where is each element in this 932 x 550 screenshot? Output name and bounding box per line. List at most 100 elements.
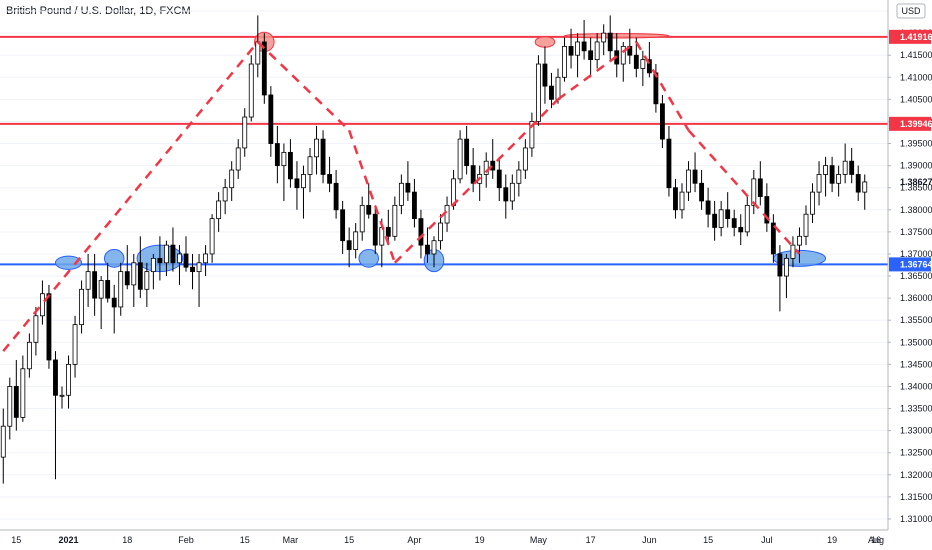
candle-body bbox=[620, 45, 626, 65]
candle-body bbox=[594, 41, 600, 61]
candle bbox=[46, 284, 52, 369]
candle-body bbox=[699, 182, 705, 202]
candle-body bbox=[764, 196, 770, 224]
trend-line bbox=[256, 41, 351, 132]
candle bbox=[301, 165, 306, 219]
candle-body bbox=[470, 165, 476, 184]
candle-body bbox=[46, 293, 52, 361]
candle-body bbox=[379, 227, 385, 246]
candle-body bbox=[209, 218, 215, 255]
price-tick-label: 1.34000 bbox=[900, 381, 932, 391]
candle bbox=[98, 276, 104, 330]
candle-body bbox=[738, 227, 744, 233]
candle bbox=[673, 178, 678, 219]
candle bbox=[242, 108, 248, 157]
candle bbox=[177, 245, 182, 285]
time-tick-label: 15 bbox=[240, 535, 250, 545]
currency-label: USD bbox=[901, 6, 921, 16]
candle-body bbox=[627, 45, 633, 56]
candle-body bbox=[744, 204, 750, 233]
candle bbox=[33, 306, 39, 356]
candle bbox=[92, 253, 98, 316]
candle bbox=[359, 196, 365, 241]
candle bbox=[13, 359, 19, 431]
level-price-tag bbox=[889, 29, 931, 44]
candle bbox=[79, 280, 85, 334]
candle-body bbox=[751, 178, 757, 206]
price-tick-label: 1.31000 bbox=[900, 514, 932, 524]
candle-body bbox=[588, 50, 594, 61]
candle bbox=[549, 72, 554, 109]
candle bbox=[59, 386, 65, 409]
price-tick-label: 1.38500 bbox=[900, 183, 932, 193]
candle-body bbox=[581, 41, 587, 52]
candle bbox=[444, 196, 450, 232]
level-price-tag bbox=[889, 257, 931, 272]
candle-body bbox=[444, 204, 450, 224]
candle-body bbox=[124, 271, 130, 286]
candle bbox=[725, 192, 731, 228]
price-tick-label: 1.33000 bbox=[900, 426, 932, 436]
candle bbox=[137, 236, 143, 299]
candle bbox=[157, 236, 163, 281]
candle-body bbox=[431, 240, 437, 255]
candle-body bbox=[372, 213, 378, 246]
candle-body bbox=[307, 156, 313, 175]
price-tick-label: 1.32500 bbox=[900, 448, 932, 458]
candle bbox=[816, 161, 822, 206]
trend-line bbox=[687, 129, 801, 255]
candle-body bbox=[770, 222, 776, 255]
candle bbox=[327, 156, 333, 193]
candle bbox=[203, 245, 209, 277]
price-tick-label: 1.41000 bbox=[900, 72, 932, 82]
candle-body bbox=[829, 165, 835, 184]
candle bbox=[0, 408, 6, 484]
candle-body bbox=[287, 151, 293, 180]
candle-body bbox=[268, 94, 274, 144]
candle-body bbox=[718, 209, 724, 228]
candle bbox=[777, 245, 783, 312]
candle bbox=[392, 196, 398, 241]
candle-body bbox=[72, 324, 78, 365]
candle bbox=[627, 28, 633, 65]
candle-body bbox=[686, 169, 691, 193]
candle bbox=[457, 130, 463, 184]
candle-body bbox=[170, 244, 176, 264]
time-tick-label: Jun bbox=[642, 535, 657, 545]
candle bbox=[53, 351, 58, 480]
candle bbox=[20, 355, 26, 422]
candle-body bbox=[392, 204, 398, 237]
candle-body bbox=[353, 231, 359, 250]
candle bbox=[411, 178, 417, 228]
candle-body bbox=[359, 204, 365, 233]
candle bbox=[581, 19, 587, 60]
candle-body bbox=[790, 244, 796, 259]
candle-body bbox=[261, 41, 267, 96]
time-tick-label: Feb bbox=[178, 535, 194, 545]
candle bbox=[418, 209, 424, 259]
candle-body bbox=[810, 191, 815, 215]
price-tick-label: 1.38000 bbox=[900, 205, 932, 215]
candle-body bbox=[516, 169, 522, 184]
candle-body bbox=[235, 147, 241, 171]
candle bbox=[274, 125, 280, 184]
candle-body bbox=[633, 54, 639, 69]
candle-body bbox=[659, 103, 665, 140]
candle-body bbox=[59, 394, 65, 397]
price-tick-label: 1.40500 bbox=[900, 94, 932, 104]
candle-body bbox=[301, 174, 306, 189]
candle bbox=[810, 183, 815, 224]
candle-body bbox=[294, 178, 300, 189]
candle-body bbox=[803, 213, 809, 237]
candle bbox=[398, 174, 404, 215]
candle bbox=[431, 236, 437, 268]
candle-body bbox=[314, 138, 319, 158]
time-tick-label: 17 bbox=[586, 535, 596, 545]
price-tick-label: 1.39500 bbox=[900, 139, 932, 149]
trend-line bbox=[2, 41, 259, 352]
candle-body bbox=[327, 174, 333, 184]
candle bbox=[797, 227, 802, 263]
candle-body bbox=[568, 45, 574, 56]
candle-body bbox=[503, 187, 509, 202]
candle bbox=[294, 161, 300, 210]
